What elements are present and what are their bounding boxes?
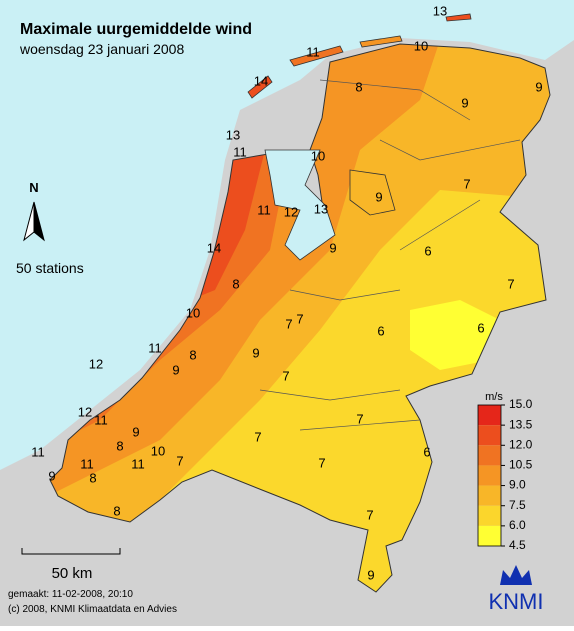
legend-label: 12.0 [509,437,533,451]
texel [247,75,273,99]
legend-label: 6.0 [509,518,526,532]
island [359,35,403,48]
station-value: 10 [311,148,325,163]
station-value: 9 [329,240,336,255]
station-value: 7 [507,276,514,291]
compass-label: N [29,180,38,195]
sea [0,0,574,470]
station-value: 10 [414,38,428,53]
station-value: 11 [31,444,45,459]
station-value: 7 [366,507,373,522]
station-value: 13 [226,127,240,142]
station-value: 7 [254,429,261,444]
legend-label: 4.5 [509,538,526,552]
legend-band [478,405,501,426]
station-value: 11 [131,456,145,471]
station-value: 8 [113,503,120,518]
legend-label: 7.5 [509,498,526,512]
station-value: 6 [377,323,384,338]
station-value: 7 [318,455,325,470]
station-value: 11 [233,144,247,159]
field-6 [410,300,500,370]
legend-band [478,425,501,446]
station-value: 8 [355,79,362,94]
ijsselmeer [264,149,336,261]
legend-unit: m/s [485,391,503,403]
knmi-logo: KNMI [489,565,544,614]
legend-band [478,445,501,466]
legend-label: 13.5 [509,417,533,431]
legend-label: 10.5 [509,458,533,472]
station-value: 9 [132,424,139,439]
flevoland [349,169,396,216]
island [289,45,344,67]
station-value: 7 [463,176,470,191]
station-value: 14 [207,240,221,255]
legend-label: 9.0 [509,478,526,492]
copyright: (c) 2008, KNMI Klimaatdata en Advies [8,604,177,615]
station-value: 11 [94,412,108,427]
legend-band [478,505,501,526]
station-value: 9 [367,567,374,582]
station-value: 13 [314,201,328,216]
station-value: 11 [148,340,162,355]
station-value: 12 [78,404,92,419]
scale-label: 50 km [52,565,93,582]
legend-band [478,465,501,486]
station-value: 8 [232,276,239,291]
station-value: 10 [186,305,200,320]
station-value: 13 [433,3,447,18]
station-value: 9 [48,468,55,483]
made: gemaakt: 11-02-2008, 20:10 [8,589,133,600]
station-value: 7 [285,316,292,331]
station-value: 8 [89,470,96,485]
subtitle: woensdag 23 januari 2008 [19,41,184,57]
station-value: 9 [375,189,382,204]
station-value: 11 [306,44,320,59]
title: Maximale uurgemiddelde wind [20,21,252,38]
station-value: 7 [176,453,183,468]
station-value: 12 [284,204,298,219]
station-value: 10 [151,443,165,458]
station-value: 14 [254,73,268,88]
station-value: 11 [80,456,94,471]
station-value: 8 [116,438,123,453]
station-count: 50 stations [16,260,84,276]
crown [500,565,532,585]
station-value: 7 [296,311,303,326]
station-value: 9 [535,79,542,94]
station-value: 9 [252,345,259,360]
island [445,13,472,22]
station-value: 11 [257,202,271,217]
station-value: 6 [477,320,484,335]
station-value: 7 [282,368,289,383]
legend-frame [477,404,502,547]
logo-text: KNMI [489,589,544,614]
station-value: 6 [424,243,431,258]
station-value: 8 [189,347,196,362]
station-value: 12 [89,356,103,371]
station-value: 6 [423,444,430,459]
legend-band [478,525,501,546]
station-value: 9 [172,362,179,377]
compass-right [33,201,45,242]
legend-band [478,485,501,506]
scale-bar [21,548,121,555]
station-value: 9 [461,95,468,110]
station-value: 7 [356,411,363,426]
province-borders [259,79,521,431]
legend-label: 15.0 [509,397,533,411]
legend: 15.0 13.5 12.0 10.5 9.0 7.5 6.0 4.5 [477,397,533,552]
